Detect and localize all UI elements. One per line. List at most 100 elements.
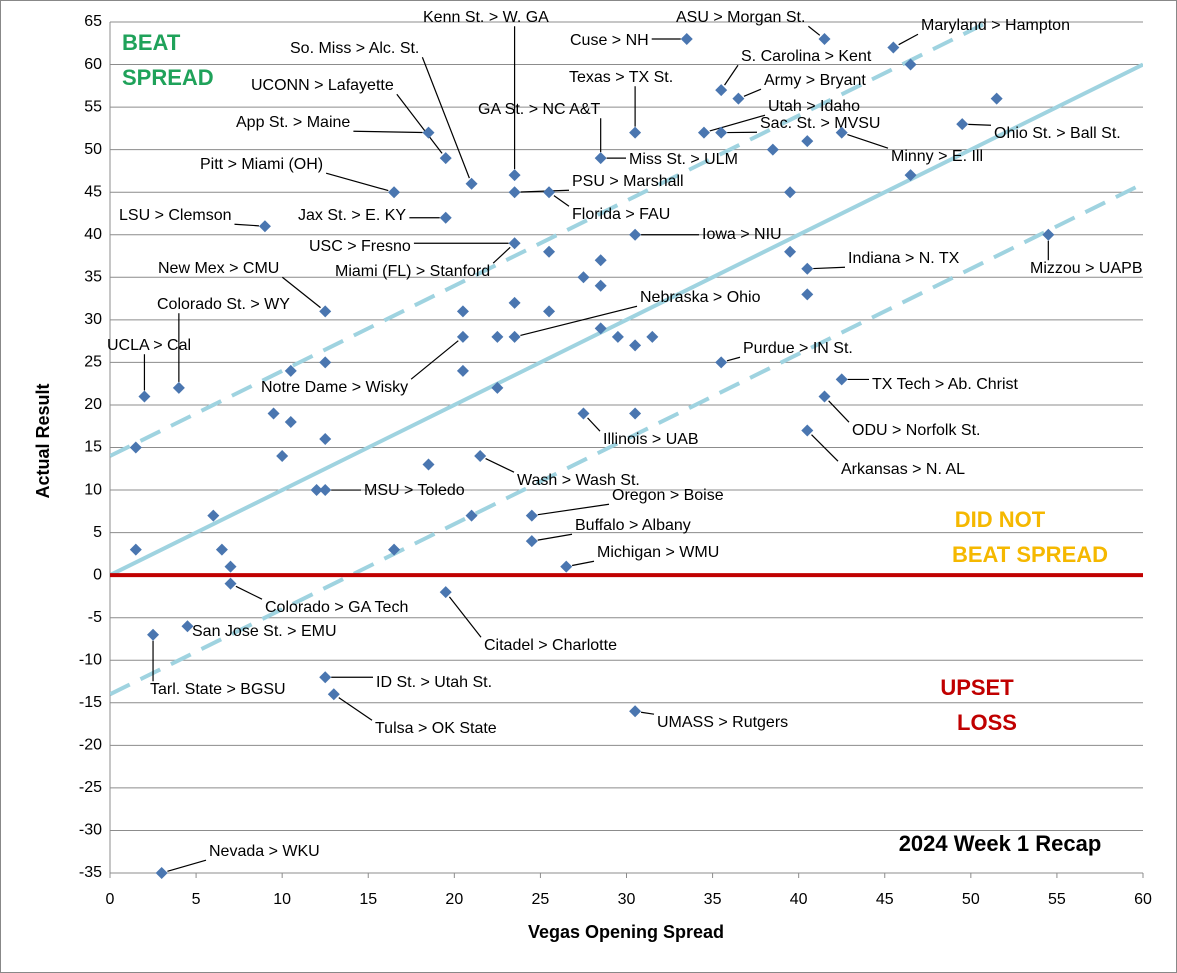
leader-line	[572, 560, 595, 567]
leader-line	[537, 503, 610, 516]
y-tick-label: -5	[88, 609, 102, 626]
point	[284, 415, 297, 428]
point	[629, 339, 642, 352]
reference-line	[110, 62, 1143, 577]
annotation: Florida > FAU	[572, 206, 670, 223]
annotation: MSU > Toledo	[364, 482, 465, 499]
annotation: GA St. > NC A&T	[478, 101, 600, 118]
annotation: Nevada > WKU	[209, 843, 320, 860]
point	[439, 586, 452, 599]
annotation: Miami (FL) > Stanford	[335, 263, 490, 280]
annotation: Tarl. State > BGSU	[150, 681, 286, 698]
leader-line	[808, 25, 821, 36]
point	[215, 543, 228, 556]
annotation: Tulsa > OK State	[375, 720, 497, 737]
annotation: PSU > Marshall	[572, 173, 684, 190]
annotation: TX Tech > Ab. Christ	[872, 376, 1019, 393]
x-tick-label: 60	[1134, 891, 1152, 908]
annotation: Pitt > Miami (OH)	[200, 156, 323, 173]
x-tick-label: 25	[532, 891, 550, 908]
point	[629, 705, 642, 718]
leader-line	[898, 33, 919, 46]
point	[525, 509, 538, 522]
annotation: San Jose St. > EMU	[192, 623, 337, 640]
point	[491, 381, 504, 394]
leader-line	[640, 711, 655, 715]
annotation: Notre Dame > Wisky	[261, 379, 408, 396]
annotation: Colorado > GA Tech	[265, 599, 408, 616]
point	[172, 381, 185, 394]
point	[818, 33, 831, 46]
point	[715, 356, 728, 369]
point	[904, 58, 917, 71]
x-axis-label: Vegas Opening Spread	[528, 922, 724, 942]
point	[646, 330, 659, 343]
annotation: So. Miss > Alc. St.	[290, 40, 419, 57]
y-tick-label: 40	[84, 226, 102, 243]
point	[491, 330, 504, 343]
point	[801, 135, 814, 148]
point	[715, 126, 728, 139]
point	[594, 254, 607, 267]
leader-line	[811, 434, 839, 462]
y-tick-label: 25	[84, 354, 102, 371]
annotation: Indiana > N. TX	[848, 250, 960, 267]
reference-lines	[110, 22, 1143, 697]
point	[801, 262, 814, 275]
point	[224, 577, 237, 590]
point	[629, 126, 642, 139]
leader-line	[281, 276, 321, 309]
point	[207, 509, 220, 522]
point	[611, 330, 624, 343]
point	[818, 390, 831, 403]
annotation: ODU > Norfolk St.	[852, 422, 980, 439]
point	[956, 118, 969, 131]
point	[508, 186, 521, 199]
y-tick-label: 30	[84, 311, 102, 328]
leader-line	[396, 93, 443, 154]
y-tick-label: 15	[84, 439, 102, 456]
x-tick-label: 10	[273, 891, 291, 908]
leader-line	[410, 340, 459, 380]
point	[594, 279, 607, 292]
leader-line	[167, 859, 207, 872]
point	[543, 305, 556, 318]
point	[319, 356, 332, 369]
point	[990, 92, 1003, 105]
x-tick-label: 30	[618, 891, 636, 908]
annotation: Purdue > IN St.	[743, 340, 853, 357]
point	[543, 186, 556, 199]
annotation: USC > Fresno	[309, 238, 411, 255]
point	[835, 126, 848, 139]
region-label: BEAT SPREAD	[952, 542, 1108, 567]
leader-line	[485, 458, 515, 473]
y-tick-label: -20	[79, 737, 102, 754]
point	[319, 432, 332, 445]
point	[138, 390, 151, 403]
point	[327, 688, 340, 701]
annotation: Texas > TX St.	[569, 69, 673, 86]
leader-line	[847, 133, 889, 149]
x-tick-label: 5	[192, 891, 201, 908]
point	[766, 143, 779, 156]
point	[784, 245, 797, 258]
region-label: BEAT	[122, 30, 181, 55]
annotation: ID St. > Utah St.	[376, 674, 492, 691]
y-tick-label: 0	[93, 566, 102, 583]
point	[456, 330, 469, 343]
annotation: Army > Bryant	[764, 72, 866, 89]
annotation: Iowa > NIU	[702, 226, 782, 243]
point	[456, 305, 469, 318]
annotation: Arkansas > N. AL	[841, 461, 965, 478]
annotation: Ohio St. > Ball St.	[994, 125, 1121, 142]
leader-line	[353, 130, 423, 134]
point	[465, 177, 478, 190]
y-tick-label: 5	[93, 524, 102, 541]
leader-line	[234, 223, 260, 227]
point	[439, 211, 452, 224]
point	[422, 126, 435, 139]
y-tick-label: 45	[84, 183, 102, 200]
annotation: Wash > Wash St.	[517, 472, 640, 489]
reference-line	[110, 181, 1143, 697]
point	[310, 484, 323, 497]
